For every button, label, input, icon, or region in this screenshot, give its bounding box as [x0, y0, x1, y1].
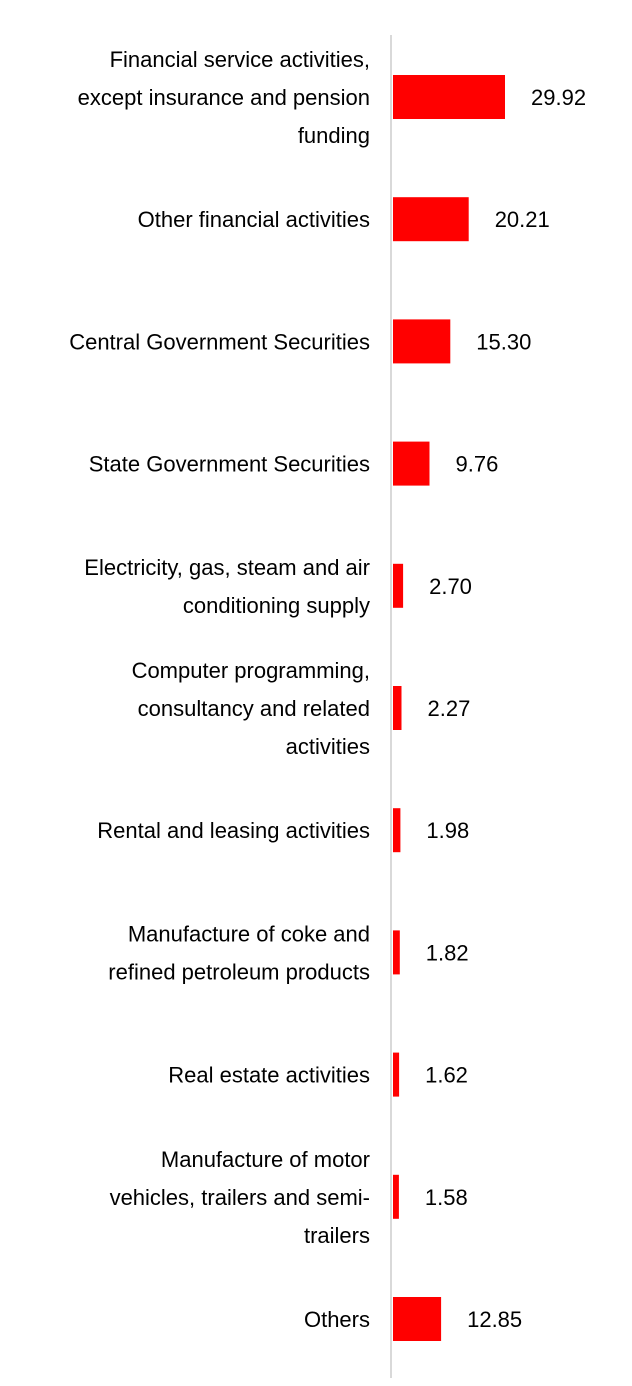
category-tick-label: State Government Securities	[89, 452, 370, 477]
bar	[393, 563, 404, 608]
data-label: 2.27	[428, 696, 471, 721]
category-tick-label: Rental and leasing activities	[97, 818, 370, 843]
bar	[393, 441, 430, 486]
bar	[393, 808, 401, 853]
category-tick-label: Central Government Securities	[69, 329, 370, 354]
bar	[393, 1174, 399, 1219]
data-label: 12.85	[467, 1307, 522, 1332]
bar	[393, 197, 469, 242]
data-label: 2.70	[429, 574, 472, 599]
category-tick-label: Computer programming, consultancy and rel…	[132, 658, 370, 759]
category-tick-label: Manufacture of coke and refined petroleum…	[108, 921, 370, 984]
data-label: 1.82	[426, 940, 469, 965]
category-tick-label: Financial service activities, except insu…	[78, 47, 370, 148]
bar	[393, 75, 505, 119]
bar	[393, 930, 400, 975]
data-label: 1.58	[425, 1185, 468, 1210]
bar	[393, 1052, 400, 1097]
data-label: 9.76	[456, 452, 499, 477]
data-label: 1.62	[425, 1063, 468, 1088]
bar	[393, 319, 451, 364]
data-label: 1.98	[426, 818, 469, 843]
category-tick-label: Real estate activities	[168, 1063, 370, 1088]
bar	[393, 686, 402, 730]
data-label: 20.21	[495, 207, 550, 232]
bar	[393, 1297, 442, 1341]
category-tick-label: Manufacture of motor vehicles, trailers a…	[110, 1147, 370, 1248]
data-label: 15.30	[476, 329, 531, 354]
category-tick-label: Others	[304, 1307, 370, 1332]
category-tick-label: Other financial activities	[138, 207, 370, 232]
category-tick-label: Electricity, gas, steam and air condition…	[84, 555, 370, 618]
data-label: 29.92	[531, 85, 586, 110]
